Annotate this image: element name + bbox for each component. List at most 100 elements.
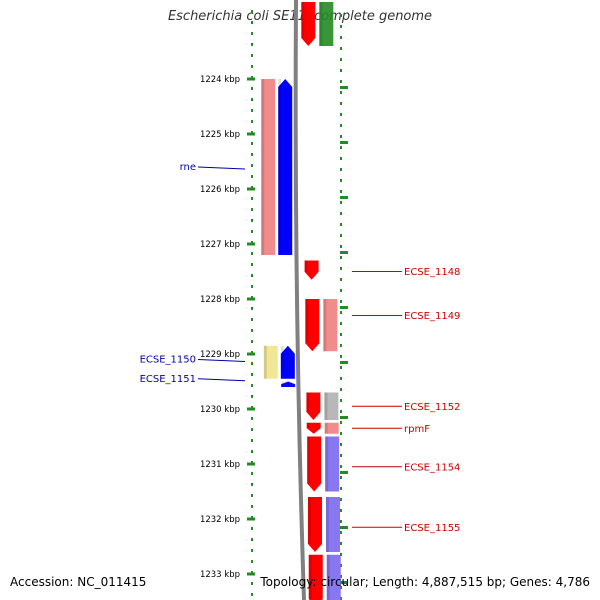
- feature-shade: [325, 436, 329, 492]
- guide-dot: [251, 175, 253, 178]
- tick-label: 1228 kbp: [200, 295, 240, 305]
- guide-dot: [340, 267, 342, 270]
- gene-feature: [280, 345, 295, 379]
- guide-dot: [340, 410, 342, 413]
- label-connector: [197, 166, 246, 170]
- feature-label-left[interactable]: rne: [180, 162, 246, 173]
- gene-feature: [304, 260, 319, 280]
- guide-dot: [340, 366, 342, 369]
- guide-dot: [340, 476, 342, 479]
- guide-dot: [340, 102, 342, 105]
- guide-dot: [340, 597, 342, 600]
- feature-label-right[interactable]: ECSE_1155: [352, 523, 460, 534]
- guide-dot: [251, 274, 253, 277]
- guide-dot: [251, 362, 253, 365]
- tick-mark-right: [340, 471, 348, 474]
- tick-mark-right: [340, 141, 348, 144]
- guide-dot: [340, 465, 342, 468]
- gene-feature: [324, 422, 339, 434]
- feature-shade: [325, 497, 329, 552]
- tick-label: 1224 kbp: [200, 75, 240, 85]
- tick-label: 1230 kbp: [200, 405, 240, 415]
- guide-dot: [340, 487, 342, 490]
- tick-mark-right: [340, 581, 348, 584]
- feature-label-text: ECSE_1149: [404, 311, 460, 322]
- guide-dot: [340, 454, 342, 457]
- guide-dot: [251, 98, 253, 101]
- tick-mark-left: [247, 517, 255, 521]
- guide-dot: [251, 307, 253, 310]
- guide-dot: [251, 142, 253, 145]
- tick-label: 1225 kbp: [200, 130, 240, 140]
- guide-dot: [251, 87, 253, 90]
- tick-label: 1232 kbp: [200, 515, 240, 525]
- gene-feature: [306, 422, 321, 434]
- guide-dot: [340, 135, 342, 138]
- tick-mark-right: [340, 251, 348, 254]
- feature-shade: [281, 381, 285, 385]
- feature-label-right[interactable]: ECSE_1154: [352, 462, 460, 473]
- guide-dot: [251, 10, 253, 13]
- tick-mark-left: [247, 77, 255, 81]
- gene-feature: [263, 345, 278, 379]
- feature-shade: [301, 1, 305, 38]
- feature-label-text: ECSE_1154: [404, 462, 460, 473]
- guide-dot: [251, 329, 253, 332]
- guide-dot: [340, 201, 342, 204]
- guide-dot: [251, 285, 253, 288]
- feature-label-right[interactable]: ECSE_1148: [352, 267, 460, 278]
- label-connector: [197, 378, 246, 382]
- tick-mark-right: [340, 526, 348, 529]
- feature-label-right[interactable]: rpmF: [352, 424, 430, 435]
- guide-dot: [251, 483, 253, 486]
- feature-label-right[interactable]: ECSE_1152: [352, 402, 460, 413]
- guide-dot: [340, 311, 342, 314]
- guide-dot: [340, 289, 342, 292]
- feature-label-left[interactable]: ECSE_1150: [140, 355, 246, 366]
- tick-mark-right: [340, 306, 348, 309]
- feature-label-text: ECSE_1148: [404, 267, 460, 278]
- feature-label-right[interactable]: ECSE_1149: [352, 311, 460, 322]
- guide-dot: [340, 168, 342, 171]
- gene-feature: [323, 299, 338, 352]
- guide-dot: [340, 564, 342, 567]
- feature-shade: [304, 260, 308, 272]
- guide-dot: [340, 443, 342, 446]
- guide-dot: [251, 252, 253, 255]
- guide-dot: [251, 527, 253, 530]
- guide-dot: [340, 157, 342, 160]
- guide-dot: [340, 377, 342, 380]
- feature-shade: [307, 497, 311, 544]
- guide-dot: [251, 109, 253, 112]
- feature-shade: [305, 299, 309, 344]
- tick-label: 1233 kbp: [200, 570, 240, 580]
- guide-dot: [340, 234, 342, 237]
- guide-dot: [251, 472, 253, 475]
- guide-dot: [251, 450, 253, 453]
- gene-feature: [261, 79, 276, 255]
- feature-shade: [306, 392, 310, 412]
- guide-dot: [340, 498, 342, 501]
- guide-dot: [340, 355, 342, 358]
- feature-shade: [263, 345, 267, 379]
- guide-dot: [340, 542, 342, 545]
- guide-dot: [340, 14, 342, 17]
- guide-dot: [340, 278, 342, 281]
- feature-label-left[interactable]: ECSE_1151: [140, 374, 246, 385]
- tick-mark-right: [340, 196, 348, 199]
- guide-dot: [251, 417, 253, 420]
- guide-dot: [340, 333, 342, 336]
- gene-feature: [305, 299, 320, 352]
- tick-mark-right: [340, 86, 348, 89]
- guide-dot: [340, 575, 342, 578]
- guide-dot: [340, 432, 342, 435]
- feature-shade: [280, 345, 284, 371]
- feature-shade: [319, 1, 323, 46]
- guide-dot: [340, 509, 342, 512]
- guide-dot: [251, 32, 253, 35]
- feature-shade: [307, 436, 311, 484]
- gene-feature: [306, 392, 321, 420]
- guide-dot: [340, 69, 342, 72]
